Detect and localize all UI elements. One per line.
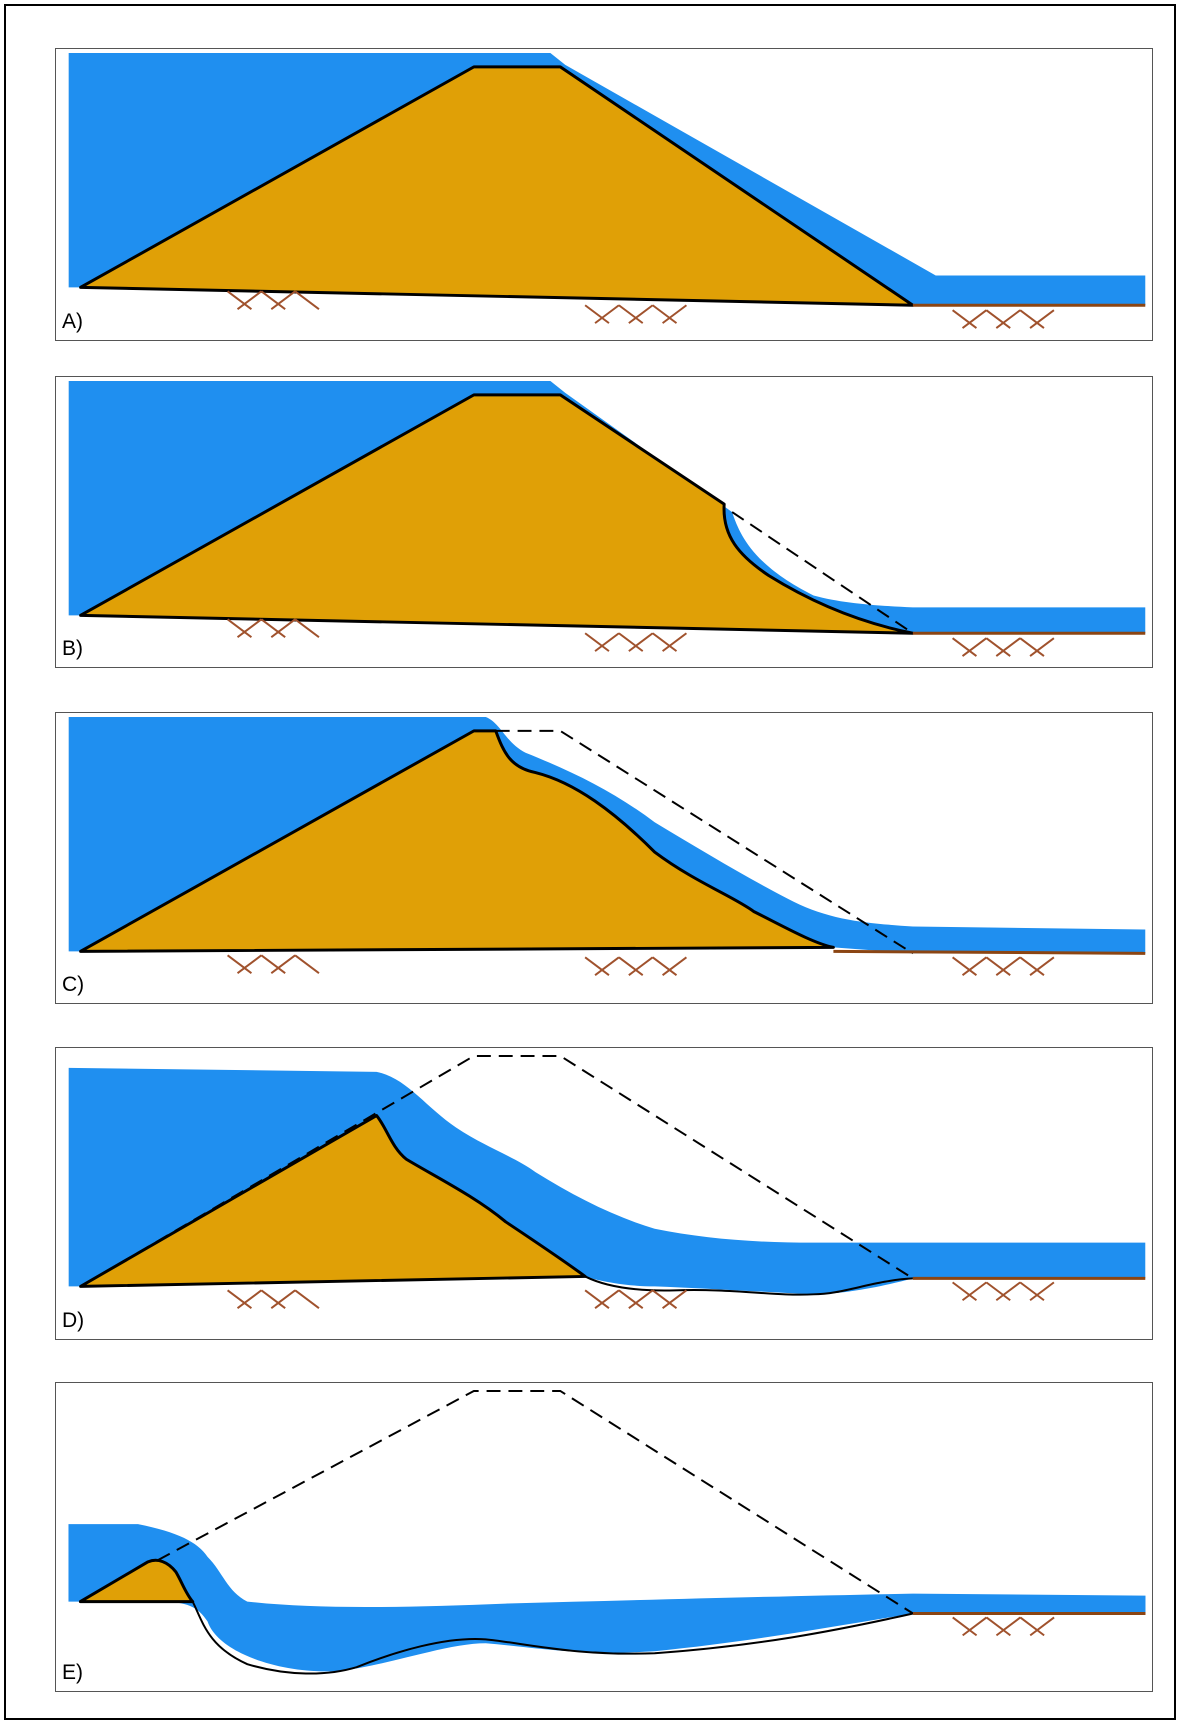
original-dam-outline: [473, 729, 914, 955]
panel-d: D): [55, 1047, 1153, 1340]
panel-e-diagram: [68, 1389, 1146, 1675]
foundation-marks: [952, 1616, 1055, 1637]
panel-b-diagram: [68, 380, 1146, 657]
reservoir-water: [68, 1524, 1146, 1672]
panel-c: C): [55, 712, 1153, 1004]
panel-a-label: A): [62, 310, 83, 333]
panel-e-label: E): [62, 1661, 83, 1684]
dam-body: [79, 65, 915, 307]
panel-e: E): [55, 1382, 1153, 1692]
eroded-channel-bed: [80, 1275, 913, 1296]
foundation-marks: [226, 1281, 1055, 1310]
original-dam-outline: [79, 1389, 914, 1615]
original-slope-outline: [731, 511, 914, 635]
panel-b: B): [55, 376, 1153, 668]
panel-a-diagram: [68, 52, 1146, 329]
downstream-ground: [833, 949, 1146, 955]
foundation-marks: [226, 290, 1055, 329]
foundation-marks: [226, 618, 1055, 657]
panel-c-diagram: [68, 716, 1146, 976]
dam-body: [79, 393, 915, 635]
panel-d-label: D): [62, 1309, 85, 1332]
panel-d-diagram: [68, 1054, 1146, 1310]
dam-body: [79, 729, 835, 953]
foundation-marks: [226, 954, 1055, 976]
dam-body: [79, 1114, 587, 1288]
panel-c-label: C): [62, 973, 85, 996]
panel-a: A): [55, 48, 1153, 341]
figure-frame: A) B) C): [4, 4, 1176, 1720]
scour-hole-outline: [191, 1601, 914, 1675]
panel-b-label: B): [62, 637, 83, 660]
dam-remnant: [78, 1558, 195, 1604]
